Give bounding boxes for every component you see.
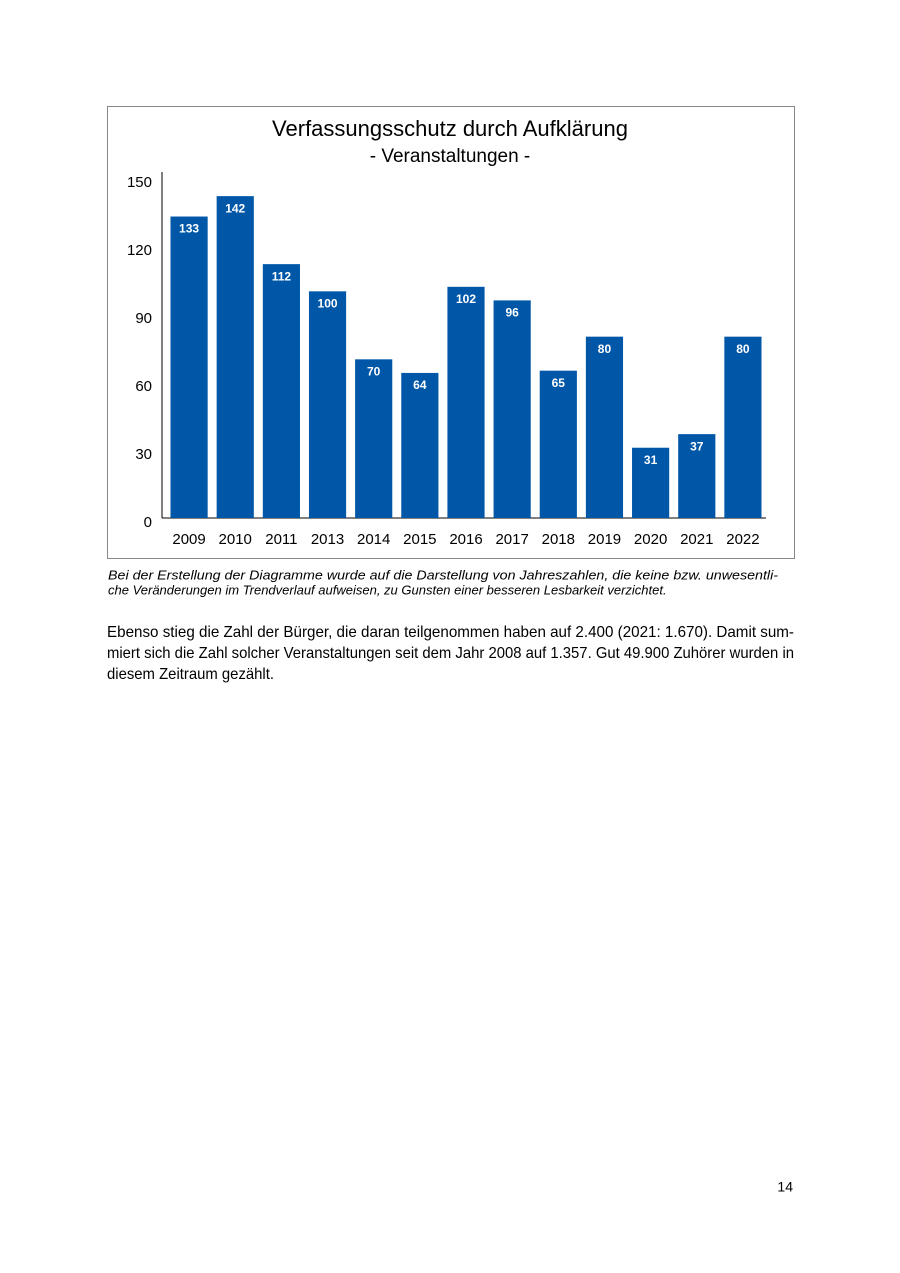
- paragraph-line: Ebenso stieg die Zahl der Bürger, die da…: [107, 624, 794, 641]
- value-label: 31: [644, 453, 658, 467]
- bar: [216, 196, 254, 518]
- x-tick-label: 2017: [495, 531, 528, 548]
- y-tick-label: 90: [135, 310, 152, 327]
- x-tick-label: 2015: [403, 531, 436, 548]
- value-label: 37: [690, 439, 704, 453]
- y-tick-label: 30: [135, 446, 152, 463]
- page-number: 14: [777, 1179, 793, 1195]
- x-tick-label: 2022: [726, 531, 759, 548]
- y-tick-label: 60: [135, 378, 152, 395]
- chart-title: Verfassungsschutz durch Aufklärung: [272, 116, 628, 141]
- x-tick-label: 2016: [449, 531, 482, 548]
- y-tick-label: 150: [127, 174, 152, 191]
- bar: [170, 216, 208, 519]
- value-label: 80: [736, 342, 750, 356]
- bar: [724, 336, 762, 518]
- bar: [308, 291, 347, 518]
- value-label: 102: [456, 292, 476, 306]
- paragraph-line: miert sich die Zahl solcher Veranstaltun…: [107, 645, 794, 662]
- bar: [401, 372, 439, 518]
- value-label: 96: [505, 306, 519, 320]
- y-tick-label: 120: [127, 242, 152, 259]
- x-tick-label: 2009: [172, 531, 205, 548]
- chart-subtitle: - Veranstaltungen -: [370, 146, 531, 167]
- value-label: 80: [598, 342, 612, 356]
- caption-line: che Veränderungen im Trendverlauf aufwei…: [108, 582, 667, 597]
- x-tick-label: 2020: [634, 531, 667, 548]
- value-label: 133: [179, 222, 199, 236]
- bar: [355, 359, 393, 518]
- bar: [678, 434, 716, 518]
- bar: [539, 370, 577, 518]
- bar: [632, 447, 670, 518]
- value-label: 100: [318, 297, 338, 311]
- bar: [493, 300, 531, 518]
- x-tick-label: 2014: [357, 531, 390, 548]
- x-tick-label: 2021: [680, 531, 713, 548]
- value-label: 65: [552, 376, 566, 390]
- x-tick-label: 2019: [588, 531, 621, 548]
- x-tick-label: 2018: [542, 531, 575, 548]
- value-label: 64: [413, 378, 427, 392]
- x-tick-label: 2011: [265, 531, 297, 548]
- bar: [262, 264, 300, 518]
- bar: [447, 286, 485, 518]
- caption-line: Bei der Erstellung der Diagramme wurde a…: [108, 567, 779, 582]
- paragraph-line: diesem Zeitraum gezählt.: [107, 666, 274, 683]
- x-tick-label: 2010: [219, 531, 252, 548]
- value-label: 142: [225, 201, 245, 215]
- value-label: 112: [272, 269, 292, 283]
- value-label: 70: [367, 365, 381, 379]
- bar: [585, 336, 624, 518]
- x-tick-label: 2013: [311, 531, 344, 548]
- y-tick-label: 0: [144, 514, 152, 531]
